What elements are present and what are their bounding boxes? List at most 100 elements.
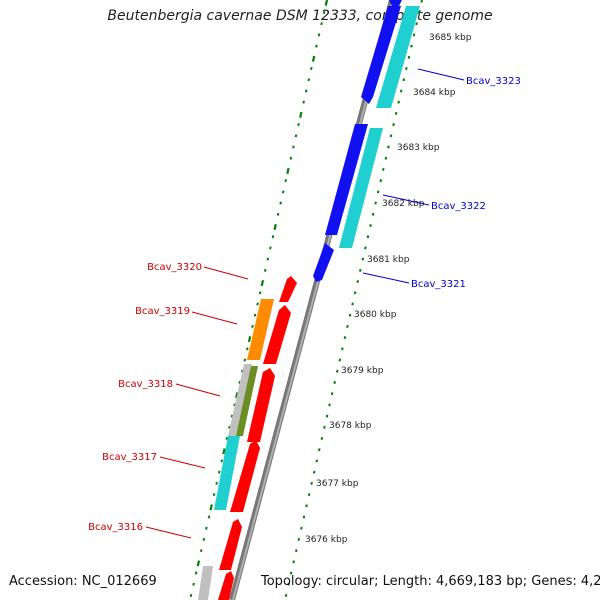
label-leader-line [417,68,465,81]
reference-dot [269,246,272,250]
reference-dot [312,470,316,474]
reference-dot [194,571,198,575]
gene-label[interactable]: Bcav_3317 [102,452,157,463]
reference-dot [376,190,380,194]
reference-dot [310,67,313,71]
reference-dot [295,549,298,553]
gene-label[interactable]: Bcav_3322 [431,201,486,212]
reference-dot [264,268,267,272]
reference-dot [311,55,316,62]
gene-label[interactable]: Bcav_3318 [118,379,173,390]
gene-feature-grey[interactable] [198,566,213,600]
reference-dot [196,560,201,567]
gene-feature-red[interactable] [247,368,275,442]
reference-dot [384,156,388,160]
reference-dot [420,0,423,3]
gene-feature-cyan[interactable] [339,128,383,248]
reference-dot [371,212,375,216]
reference-dot [235,392,239,399]
reference-dot [281,190,285,194]
reference-dot [402,78,406,82]
reference-dots [189,0,423,597]
gene-feature-blue[interactable] [389,0,402,6]
reference-dot [297,537,301,541]
reference-dot [215,481,218,485]
label-leader-line [382,194,430,206]
tick-label: 3677 kbp [316,479,359,489]
reference-dot [192,582,195,586]
gene-feature-blue[interactable] [313,243,334,282]
reference-dot [297,123,300,127]
tick-label: 3685 kbp [429,33,472,43]
gene-feature-blue[interactable] [361,6,401,104]
reference-dot [266,257,270,261]
reference-dot [323,425,326,429]
tick-label: 3679 kbp [341,366,384,376]
reference-dot [256,302,259,306]
reference-dot [361,257,365,261]
gene-feature-red[interactable] [263,305,291,364]
gene-label[interactable]: Bcav_3323 [466,76,521,87]
reference-dot [284,179,288,183]
tick-label: 3682 kbp [382,199,425,209]
reference-dot [310,481,313,485]
label-leader-line [362,272,410,284]
reference-dot [253,313,257,317]
reference-dot [407,55,411,59]
reference-dot [318,448,321,452]
gene-feature-grey[interactable] [228,364,252,436]
gene-feature-red[interactable] [279,276,297,302]
gene-label[interactable]: Bcav_3321 [411,279,466,290]
tick-label: 3683 kbp [397,143,440,153]
gene-feature-red[interactable] [218,571,234,600]
gene-feature-red[interactable] [219,519,242,570]
reference-dot [302,100,305,104]
reference-dot [325,414,329,418]
reference-dot [300,526,303,530]
reference-dot [328,403,331,407]
reference-dot [284,593,288,597]
reference-dot [271,235,275,239]
tick-label: 3678 kbp [329,421,372,431]
reference-dot [220,459,224,463]
reference-dot [356,280,359,284]
reference-dot [273,223,277,231]
gene-feature-cyan[interactable] [214,436,240,510]
reference-dot [387,145,390,149]
reference-dot [359,268,362,272]
gene-label[interactable]: Bcav_3320 [147,262,202,273]
reference-dot [258,291,262,295]
reference-dot [315,459,319,463]
reference-dot [353,291,357,295]
reference-dot [222,448,226,455]
reference-dot [392,123,395,127]
reference-dot [397,100,400,104]
reference-dot [369,224,372,227]
reference-dot [394,111,398,115]
reference-dot [289,156,293,160]
gene-feature-cyan[interactable] [376,6,420,108]
reference-dot [379,179,383,183]
reference-dot [289,571,293,575]
gene-feature-blue[interactable] [325,124,368,235]
reference-dot [343,336,347,340]
reference-dot [292,145,295,149]
reference-dot [410,44,413,48]
gene-feature-red[interactable] [230,440,260,512]
tick-labels: 3685 kbp 3684 kbp 3683 kbp 3682 kbp 3681 kbp… [305,33,472,545]
gene-label[interactable]: Bcav_3319 [135,306,190,317]
reference-dot [243,358,247,362]
gene-feature-orange[interactable] [247,299,274,360]
reference-dot [364,246,367,250]
reference-dot [374,201,377,205]
label-leader-line [145,526,192,539]
tick-label: 3680 kbp [354,310,397,320]
reference-dot [320,22,323,26]
gene-label[interactable]: Bcav_3316 [88,522,143,533]
label-leader-line [191,311,238,325]
reference-dot [286,167,290,174]
reference-dot [389,134,393,138]
reference-dot [225,437,229,441]
reference-dot [294,134,298,138]
gene-feature-olive[interactable] [236,366,258,436]
